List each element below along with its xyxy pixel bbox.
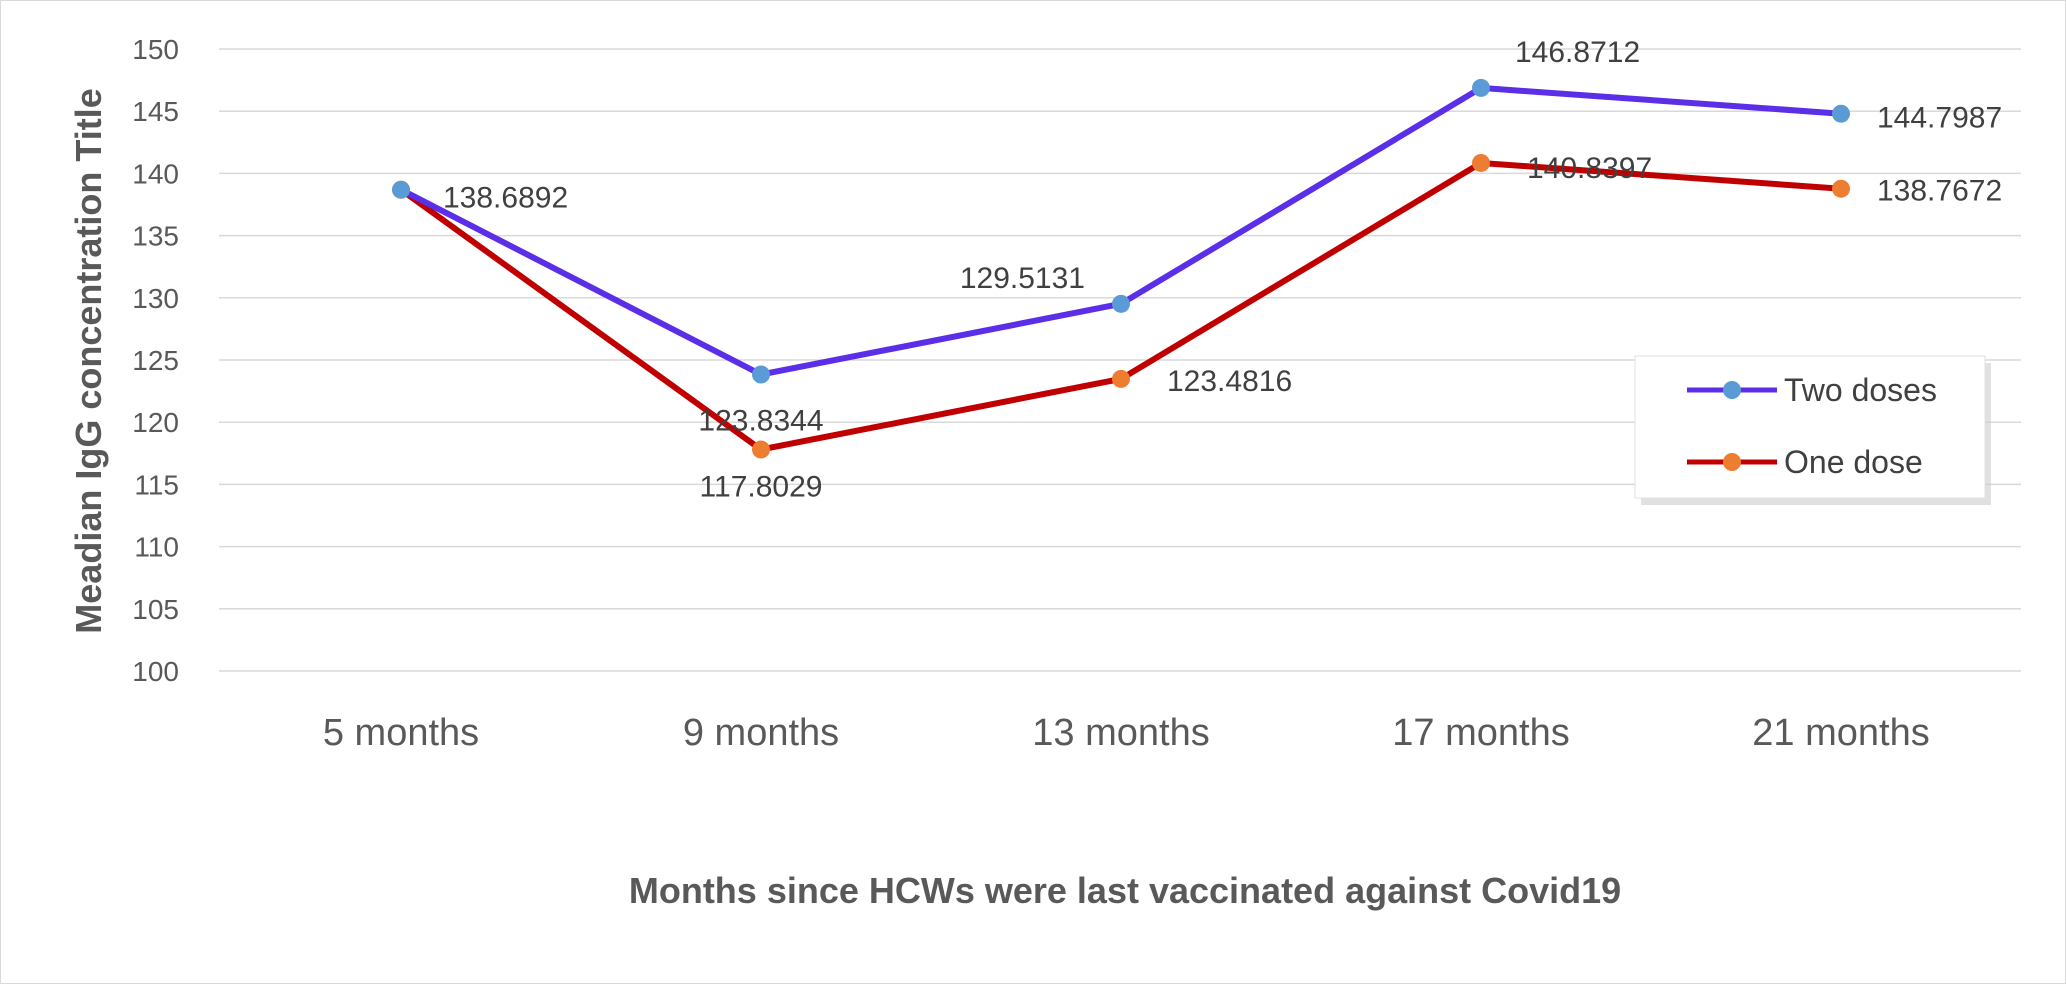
- y-tick-label-130: 130: [132, 283, 179, 314]
- data-point-s1-2: [1112, 369, 1130, 388]
- data-label-s1-3: 140.8397: [1527, 152, 1652, 185]
- data-labels: 138.6892 123.8344 129.5131 146.8712 144.7987…: [443, 36, 2002, 504]
- data-point-s0-3: [1472, 78, 1490, 97]
- data-label-s0-4: 144.7987: [1877, 102, 2002, 135]
- legend-box: [1634, 355, 1986, 499]
- data-label-s1-2: 123.4816: [1167, 365, 1292, 398]
- x-category-label-2: 13 months: [1032, 712, 1209, 754]
- legend-swatch-two-doses-marker: [1723, 381, 1741, 399]
- series-line-0: [398, 84, 1844, 378]
- gridlines: [219, 48, 2021, 672]
- data-point-s0-1: [752, 365, 770, 384]
- data-point-s1-1: [752, 440, 770, 459]
- data-point-s0-0: [392, 180, 410, 199]
- data-point-s1-4: [1832, 179, 1850, 198]
- legend-swatch-one-dose-marker: [1723, 453, 1741, 471]
- x-category-label-0: 5 months: [323, 712, 479, 754]
- x-axis-title: Months since HCWs were last vaccinated a…: [629, 870, 1621, 911]
- y-tick-label-120: 120: [132, 407, 179, 438]
- data-label-s0-1: 123.8344: [698, 405, 823, 438]
- y-tick-label-115: 115: [134, 469, 179, 500]
- y-tick-label-150: 150: [132, 34, 179, 65]
- y-axis-title: Meadian IgG concentration Title: [68, 88, 109, 633]
- data-label-s0-3: 146.8712: [1515, 36, 1640, 69]
- y-tick-label-105: 105: [132, 594, 179, 625]
- legend: Two doses One dose: [1634, 355, 1991, 505]
- legend-label-two-doses: Two doses: [1784, 372, 1937, 408]
- x-category-label-4: 21 months: [1752, 712, 1929, 754]
- y-tick-label-100: 100: [132, 656, 179, 687]
- data-label-s0-0: 138.6892: [443, 182, 568, 215]
- data-label-s0-2: 129.5131: [960, 262, 1085, 295]
- data-label-s1-1: 117.8029: [700, 471, 823, 504]
- data-point-s0-4: [1832, 104, 1850, 123]
- x-category-label-3: 17 months: [1392, 712, 1569, 754]
- data-point-s0-2: [1112, 294, 1130, 313]
- data-label-s1-4: 138.7672: [1877, 175, 2002, 208]
- data-point-s1-3: [1472, 153, 1490, 172]
- y-tick-label-110: 110: [134, 532, 179, 563]
- series-lines: [398, 84, 1844, 453]
- y-tick-label-145: 145: [132, 96, 179, 127]
- legend-label-one-dose: One dose: [1784, 444, 1923, 480]
- y-tick-label-140: 140: [132, 158, 179, 189]
- x-category-label-1: 9 months: [683, 712, 839, 754]
- y-tick-label-125: 125: [132, 345, 179, 376]
- series-markers: [392, 78, 1850, 459]
- y-axis-ticks: 100 105 110 115 120 125 130 135 140 145 150: [132, 34, 179, 687]
- y-tick-label-135: 135: [132, 221, 179, 252]
- x-axis-categories: 5 months 9 months 13 months 17 months 21 mon…: [323, 712, 1930, 754]
